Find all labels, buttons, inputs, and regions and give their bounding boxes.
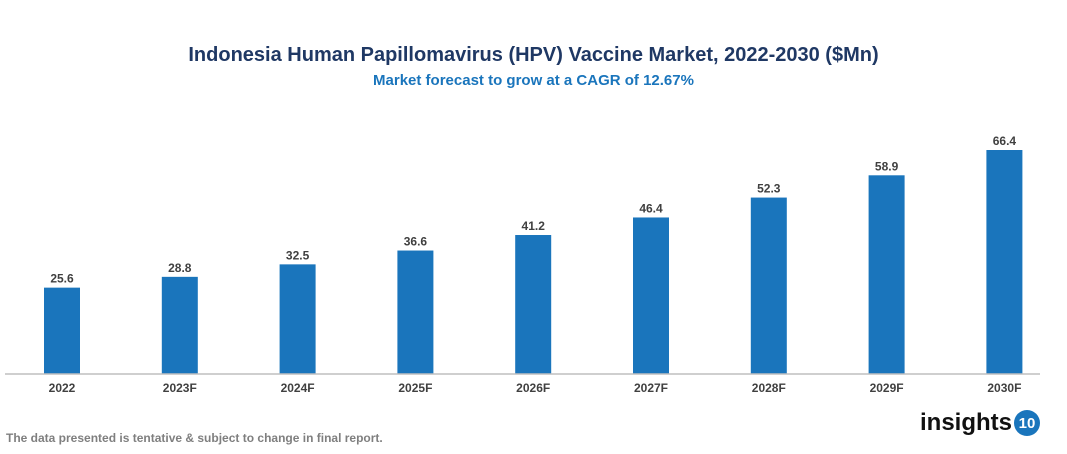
data-label: 52.3 [757, 182, 781, 196]
logo-text: insights [920, 409, 1013, 436]
x-tick-label: 2027F [634, 381, 668, 395]
disclaimer-note: The data presented is tentative & subjec… [6, 431, 383, 445]
chart-subtitle: Market forecast to grow at a CAGR of 12.… [373, 72, 694, 89]
x-tick-label: 2024F [281, 381, 315, 395]
x-tick-label: 2023F [163, 381, 197, 395]
bar [44, 287, 80, 374]
bar [397, 250, 434, 374]
x-tick-label: 2022 [49, 381, 76, 395]
data-label: 32.5 [286, 248, 310, 262]
bar [161, 276, 198, 374]
x-tick-label: 2030F [987, 381, 1021, 395]
x-tick-label: 2025F [398, 381, 432, 395]
data-label: 58.9 [875, 159, 899, 173]
x-tick-label: 2026F [516, 381, 550, 395]
x-tick-label: 2029F [870, 381, 904, 395]
bar [986, 150, 1023, 374]
data-label: 66.4 [993, 134, 1017, 148]
data-label: 28.8 [168, 261, 192, 275]
bar [515, 235, 552, 374]
insights10-logo: insights 10 [920, 409, 1041, 437]
chart-title: Indonesia Human Papillomavirus (HPV) Vac… [188, 44, 879, 66]
bar [279, 264, 316, 374]
x-tick-label: 2028F [752, 381, 786, 395]
data-label: 46.4 [639, 201, 663, 215]
bar [633, 217, 669, 374]
logo-number: 10 [1014, 410, 1041, 436]
bar [868, 175, 905, 374]
data-label: 41.2 [522, 219, 546, 233]
data-label: 36.6 [404, 235, 428, 249]
data-label: 25.6 [50, 272, 74, 286]
bar [750, 197, 787, 374]
